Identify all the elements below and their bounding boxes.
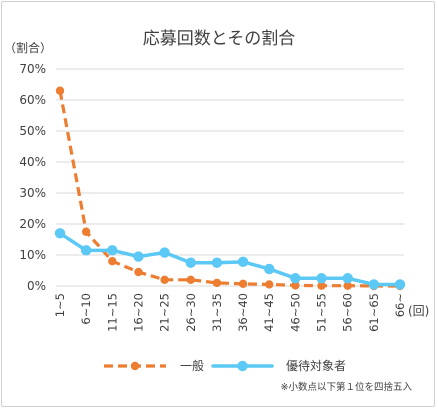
footnote: ※小数点以下第１位を四捨五入 [281, 381, 413, 393]
data-point [133, 251, 144, 262]
y-tick-label: 20% [19, 217, 46, 231]
series-line [58, 90, 400, 288]
x-tick-label: 36~40 [236, 293, 250, 332]
data-point [211, 257, 223, 268]
x-tick-label: 31~35 [210, 293, 224, 332]
legend-swatch-marker [237, 360, 248, 372]
x-tick-label: 21~25 [158, 293, 172, 332]
data-point [54, 228, 66, 239]
x-tick-label: 51~55 [315, 293, 329, 332]
series-group [54, 86, 406, 291]
x-tick-label: 1~5 [53, 293, 67, 317]
data-point [80, 245, 92, 256]
data-point [81, 227, 91, 236]
data-point [160, 275, 169, 284]
data-point [342, 273, 353, 284]
x-tick-label: 56~60 [341, 293, 355, 332]
y-tick-label: 30% [19, 186, 46, 200]
data-point [343, 281, 352, 290]
y-tick-label: 10% [19, 248, 46, 262]
x-tick-label: 66~ [393, 293, 407, 317]
data-point [290, 273, 301, 284]
data-point [212, 278, 222, 288]
data-point [291, 281, 300, 290]
legend: 一般 優待対象者 [104, 358, 346, 373]
legend-item: 優待対象者 [211, 359, 346, 373]
x-tick-label: 11~15 [105, 293, 119, 332]
x-tick-label: 16~20 [131, 293, 145, 332]
data-point [394, 279, 406, 290]
data-point [55, 86, 65, 95]
series-preferential [54, 228, 406, 290]
series-general [55, 86, 405, 291]
data-point [134, 267, 143, 277]
x-tick-label: 41~45 [262, 293, 276, 332]
legend-label: 一般 [180, 358, 204, 373]
data-point [237, 256, 249, 268]
x-axis-label: (回) [408, 304, 429, 318]
data-point [186, 275, 195, 284]
data-point [368, 279, 380, 290]
y-tick-label: 60% [19, 93, 46, 107]
x-tick-label: 61~65 [367, 293, 381, 332]
data-point [159, 247, 170, 258]
x-tick-label: 26~30 [184, 293, 198, 332]
legend-label: 優待対象者 [286, 359, 346, 373]
y-tick-label: 50% [19, 124, 46, 138]
data-point [265, 280, 274, 289]
data-point [185, 257, 196, 268]
y-axis-label: （割合） [4, 40, 52, 55]
y-tick-label: 70% [19, 62, 46, 76]
y-tick-label: 0% [27, 279, 46, 293]
data-point [238, 279, 248, 289]
x-tick-label: 6~10 [79, 293, 93, 325]
y-tick-labels: 0% 10% 20% 30% 40% 50% 60% 70% [19, 62, 46, 293]
y-tick-label: 40% [19, 155, 46, 169]
chart-title: 応募回数とその割合 [143, 29, 296, 49]
x-tick-label: 46~50 [288, 293, 302, 332]
data-point [107, 245, 118, 256]
x-tick-labels: 1~5 6~10 11~15 16~20 21~25 26~30 31~35 36~40 41~… [53, 293, 407, 332]
data-point [317, 281, 326, 290]
data-point [316, 273, 327, 284]
legend-swatch-marker [130, 361, 140, 371]
data-point [264, 263, 275, 275]
legend-item: 一般 [104, 358, 204, 373]
data-point [108, 257, 117, 266]
